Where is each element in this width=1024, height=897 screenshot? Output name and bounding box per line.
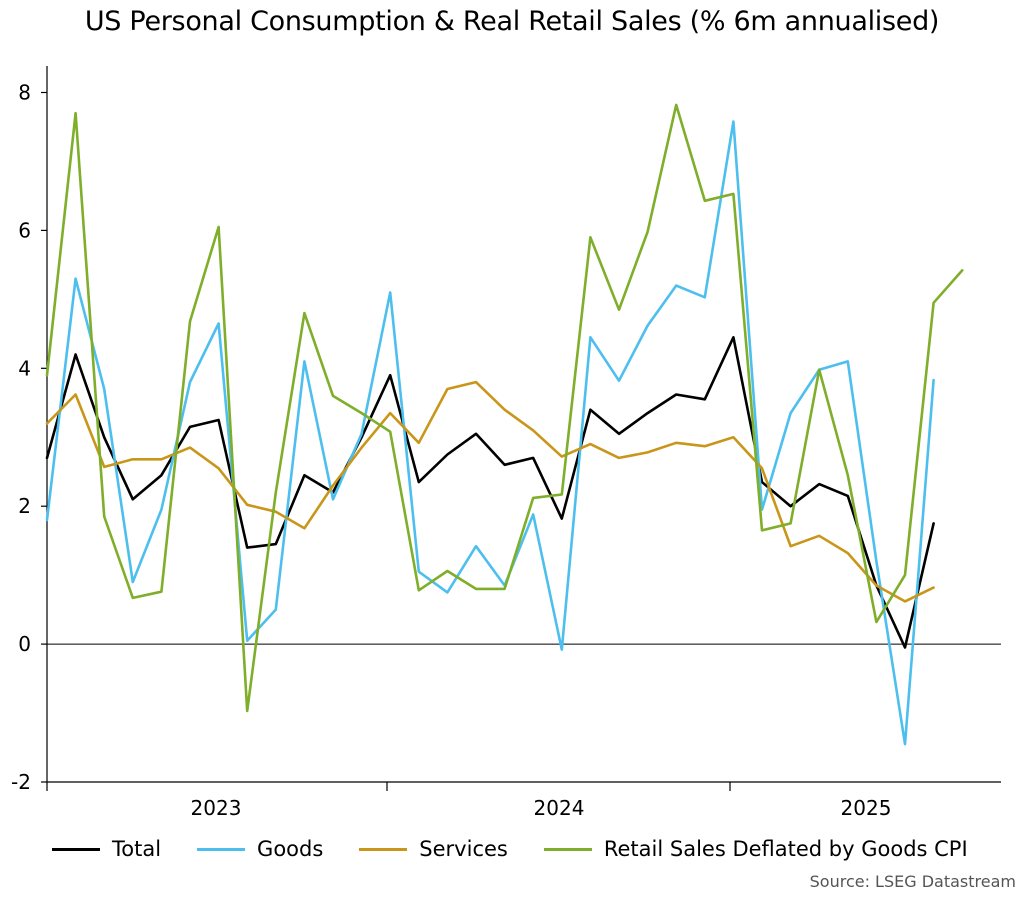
legend-swatch-retail-sales xyxy=(543,847,592,851)
y-tick-label: 2 xyxy=(18,494,31,518)
legend-swatch-goods xyxy=(197,847,246,851)
legend-swatch-total xyxy=(52,847,100,851)
legend-label-services: Services xyxy=(419,837,508,861)
series-line-goods xyxy=(45,120,935,746)
legend-label-total: Total xyxy=(112,837,162,861)
series-layer xyxy=(45,103,964,746)
y-tick-label: 6 xyxy=(18,218,31,242)
y-tick-label: 8 xyxy=(18,81,31,105)
x-tick-label: 2023 xyxy=(191,796,242,820)
legend-item-retail-sales: Retail Sales Deflated by Goods CPI xyxy=(543,837,968,861)
legend-item-goods: Goods xyxy=(197,837,323,861)
y-tick-label: 0 xyxy=(18,632,31,656)
chart-title: US Personal Consumption & Real Retail Sa… xyxy=(84,6,940,37)
legend-item-services: Services xyxy=(359,837,508,861)
y-tick-label: 4 xyxy=(18,356,31,380)
legend-label-goods: Goods xyxy=(257,837,324,861)
x-tick-label: 2024 xyxy=(534,796,585,820)
axes-layer: -2 0 2 4 6 8 2023 2024 2025 xyxy=(11,66,1001,820)
x-tick-label: 2025 xyxy=(841,796,892,820)
legend-item-total: Total xyxy=(52,837,161,861)
y-tick-label: -2 xyxy=(11,770,31,794)
series-line-total xyxy=(45,335,935,649)
source-note: Source: LSEG Datastream xyxy=(809,872,1016,891)
legend: Total Goods Services Retail Sales Deflat… xyxy=(52,835,1004,863)
legend-swatch-services xyxy=(359,847,408,851)
series-line-retail-sales-deflated-by-goods-cpi xyxy=(45,103,964,713)
legend-label-retail-sales: Retail Sales Deflated by Goods CPI xyxy=(603,837,968,861)
series-line-services xyxy=(45,380,935,603)
